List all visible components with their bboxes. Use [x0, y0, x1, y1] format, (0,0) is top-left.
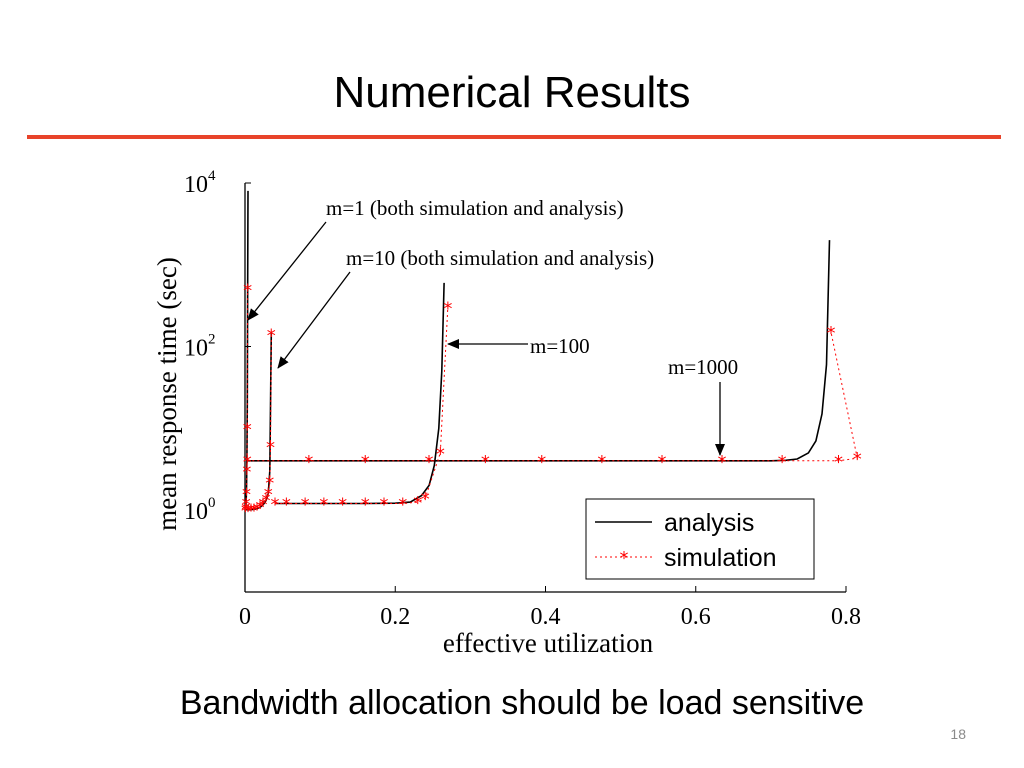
simulation-point-m-10: *: [256, 498, 265, 519]
simulation-point-m-100: *: [319, 495, 328, 516]
annotation-label: m=100: [530, 334, 590, 358]
y-tick-label: 100: [184, 495, 216, 525]
simulation-point-m-100: *: [361, 495, 370, 516]
annotation-label: m=1000: [668, 355, 738, 379]
annotations: m=1 (both simulation and analysis) m=10 (…: [247, 196, 738, 456]
simulation-point-m-1000: *: [718, 452, 727, 473]
simulation-point-m-100: *: [379, 495, 388, 516]
simulation-line-m-1: [244, 289, 249, 511]
legend-box: [585, 498, 815, 580]
annotation-arrow: [277, 271, 351, 369]
plot-series: ******************* * * * * * * * ***** * * * * * * * * *…: [241, 190, 862, 522]
simulation-point-m-1000: *: [826, 323, 835, 344]
simulation-line-m-10: [247, 334, 272, 511]
legend-simulation-label: simulation: [664, 544, 777, 572]
simulation-point-m-100: *: [271, 495, 280, 516]
simulation-line-m-1000: [247, 331, 858, 462]
simulation-point-m-10: *: [247, 501, 256, 522]
slide-title: Numerical Results: [333, 68, 691, 117]
simulation-point-m-1: *: [242, 495, 251, 516]
analysis-line-m-1000: [247, 240, 831, 462]
simulation-point-m-100: *: [443, 298, 452, 319]
simulation-point-m-1000: *: [537, 452, 546, 473]
x-tick-label: 0.2: [380, 604, 410, 630]
analysis-line-m-100: [275, 282, 445, 505]
simulation-point-m-1000: *: [778, 452, 787, 473]
page-number: 18: [950, 726, 966, 742]
title-divider: [27, 135, 1001, 139]
simulation-point-m-1000: *: [425, 452, 434, 473]
x-tick-label: 0.8: [831, 604, 861, 630]
simulation-point-m-100: *: [421, 489, 430, 510]
y-axis-label: mean response time (sec): [152, 257, 182, 531]
legend-simulation-marker: *: [620, 548, 629, 569]
simulation-point-m-1: *: [243, 280, 252, 301]
simulation-point-m-10: *: [267, 326, 276, 347]
x-tick-label: 0: [239, 604, 251, 630]
simulation-point-m-1000: *: [834, 452, 843, 473]
simulation-point-m-1000: *: [481, 452, 490, 473]
simulation-point-m-100: *: [436, 444, 445, 465]
x-tick-label: 0.4: [531, 604, 561, 630]
simulation-point-m-10: *: [253, 499, 262, 520]
simulation-point-m-1000: *: [361, 452, 370, 473]
simulation-point-m-10: *: [266, 437, 275, 458]
simulation-point-m-10: *: [264, 484, 273, 505]
simulation-point-m-100: *: [338, 495, 347, 516]
simulation-point-m-1000: *: [853, 449, 862, 470]
analysis-line-m-10: [247, 332, 273, 511]
simulation-point-m-100: *: [413, 493, 422, 514]
annotation-label: m=10 (both simulation and analysis): [346, 246, 654, 270]
simulation-point-m-10: *: [250, 500, 259, 521]
simulation-point-m-10: *: [262, 490, 271, 511]
simulation-point-m-1000: *: [657, 452, 666, 473]
simulation-point-m-1000: *: [243, 452, 252, 473]
legend-analysis-label: analysis: [664, 509, 754, 537]
x-axis-label: effective utilization: [443, 628, 654, 658]
legend: analysis * simulation: [585, 498, 815, 580]
slide-caption: Bandwidth allocation should be load sens…: [179, 684, 865, 722]
simulation-point-m-100: *: [398, 495, 407, 516]
simulation-point-m-100: *: [301, 495, 310, 516]
simulation-point-m-100: *: [282, 495, 291, 516]
simulation-point-m-1: *: [241, 501, 250, 522]
x-tick-label: 0.6: [681, 604, 711, 630]
simulation-point-m-1: *: [241, 499, 250, 520]
simulation-point-m-1: *: [243, 419, 252, 440]
simulation-point-m-10: *: [259, 495, 268, 516]
simulation-point-m-1: *: [242, 484, 251, 505]
y-tick-label: 102: [184, 332, 216, 362]
y-tick-label: 104: [184, 168, 216, 198]
simulation-point-m-1000: *: [597, 452, 606, 473]
simulation-point-m-1: *: [242, 462, 251, 483]
simulation-line-m-100: [275, 307, 449, 504]
simulation-point-m-1000: *: [304, 452, 313, 473]
simulation-point-m-10: *: [244, 501, 253, 522]
simulation-point-m-10: *: [265, 473, 274, 494]
annotation-label: m=1 (both simulation and analysis): [326, 196, 624, 220]
axes: 0 0.2 0.4 0.6 0.8 100 102 104: [184, 168, 861, 630]
annotation-arrow: [247, 221, 327, 321]
